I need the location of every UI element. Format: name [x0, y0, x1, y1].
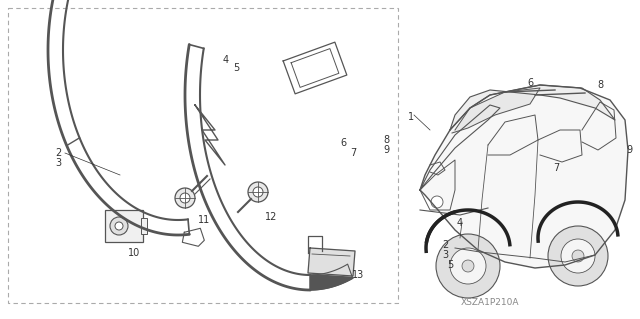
Circle shape: [436, 234, 500, 298]
Circle shape: [248, 182, 268, 202]
Circle shape: [462, 260, 474, 272]
Polygon shape: [450, 85, 615, 130]
Bar: [105, 210, 143, 242]
Bar: [8, 8, 398, 303]
Circle shape: [253, 187, 263, 197]
Text: 5: 5: [233, 63, 239, 73]
Text: 2: 2: [442, 240, 448, 250]
Circle shape: [548, 226, 608, 286]
Polygon shape: [308, 248, 355, 276]
Circle shape: [431, 196, 443, 208]
Text: 9: 9: [383, 145, 389, 155]
Circle shape: [175, 188, 195, 208]
Text: 10: 10: [128, 248, 140, 258]
Text: 7: 7: [553, 163, 559, 173]
Text: 8: 8: [597, 80, 603, 90]
Text: 7: 7: [350, 148, 356, 158]
Circle shape: [180, 193, 190, 203]
Text: 3: 3: [55, 158, 61, 168]
Bar: [141, 218, 147, 234]
Circle shape: [115, 222, 123, 230]
Text: 6: 6: [340, 138, 346, 148]
Polygon shape: [310, 264, 353, 290]
Text: 13: 13: [352, 270, 364, 280]
Text: 12: 12: [265, 212, 277, 222]
Text: 4: 4: [223, 55, 229, 65]
Text: 6: 6: [527, 78, 533, 88]
Text: XSZA1P210A: XSZA1P210A: [461, 298, 519, 307]
Text: 4: 4: [457, 218, 463, 228]
Polygon shape: [452, 88, 540, 133]
Text: 5: 5: [447, 260, 453, 270]
Text: 9: 9: [626, 145, 632, 155]
Text: 8: 8: [383, 135, 389, 145]
Text: 11: 11: [198, 215, 211, 225]
Circle shape: [561, 239, 595, 273]
Circle shape: [572, 250, 584, 262]
Polygon shape: [420, 85, 628, 268]
Circle shape: [450, 248, 486, 284]
Text: 3: 3: [442, 250, 448, 260]
Text: 1: 1: [408, 112, 414, 122]
Text: 2: 2: [55, 148, 61, 158]
Circle shape: [110, 217, 128, 235]
